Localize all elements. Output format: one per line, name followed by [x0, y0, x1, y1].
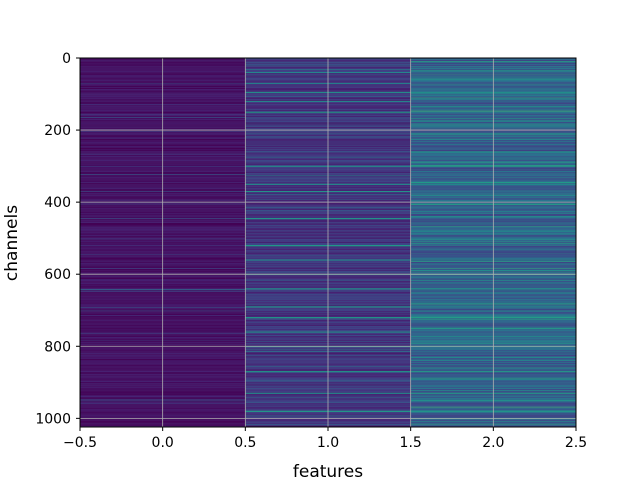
grid-lines: [79, 57, 577, 427]
y-tick-label: 600: [44, 267, 71, 283]
x-tick-label: 2.5: [565, 435, 587, 451]
y-tick-label: 200: [44, 123, 71, 139]
x-tick-label: −0.5: [63, 435, 97, 451]
y-axis: 0 200 400 600 800 1000: [35, 51, 80, 427]
y-tick-label: 1000: [35, 411, 71, 427]
x-axis: −0.5 0.0 0.5 1.0 1.5 2.0 2.5: [63, 427, 587, 451]
x-tick-label: 0.0: [152, 435, 174, 451]
plot-area: [79, 57, 577, 428]
y-tick-label: 400: [44, 195, 71, 211]
x-axis-title: features: [293, 462, 363, 480]
y-axis-title: channels: [2, 205, 22, 281]
y-tick-label: 800: [44, 339, 71, 355]
x-tick-label: 1.0: [317, 435, 339, 451]
y-tick-label: 0: [62, 51, 71, 67]
x-tick-label: 2.0: [482, 435, 504, 451]
x-tick-label: 1.5: [400, 435, 422, 451]
x-tick-label: 0.5: [234, 435, 256, 451]
